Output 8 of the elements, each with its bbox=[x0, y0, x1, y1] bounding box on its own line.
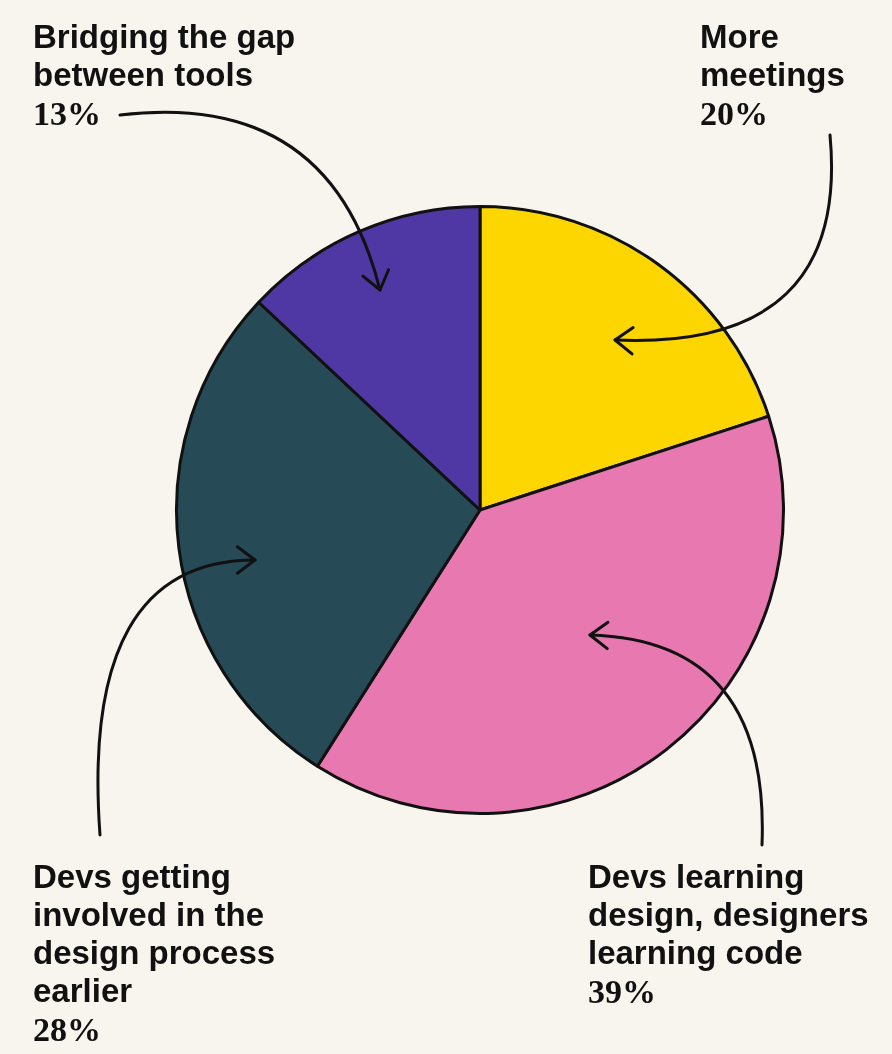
data-label: 28% bbox=[33, 1010, 102, 1050]
slice-label: Devs learning design, designers learning code bbox=[588, 858, 870, 972]
slice-label: Devs getting involved in the design process earlier bbox=[33, 858, 277, 1010]
slice-label: More meetings bbox=[700, 18, 846, 94]
data-label: 20% bbox=[700, 94, 769, 134]
slice-label: Bridging the gap between tools bbox=[33, 18, 297, 94]
data-label: 39% bbox=[588, 972, 657, 1012]
data-label: 13% bbox=[33, 94, 102, 134]
